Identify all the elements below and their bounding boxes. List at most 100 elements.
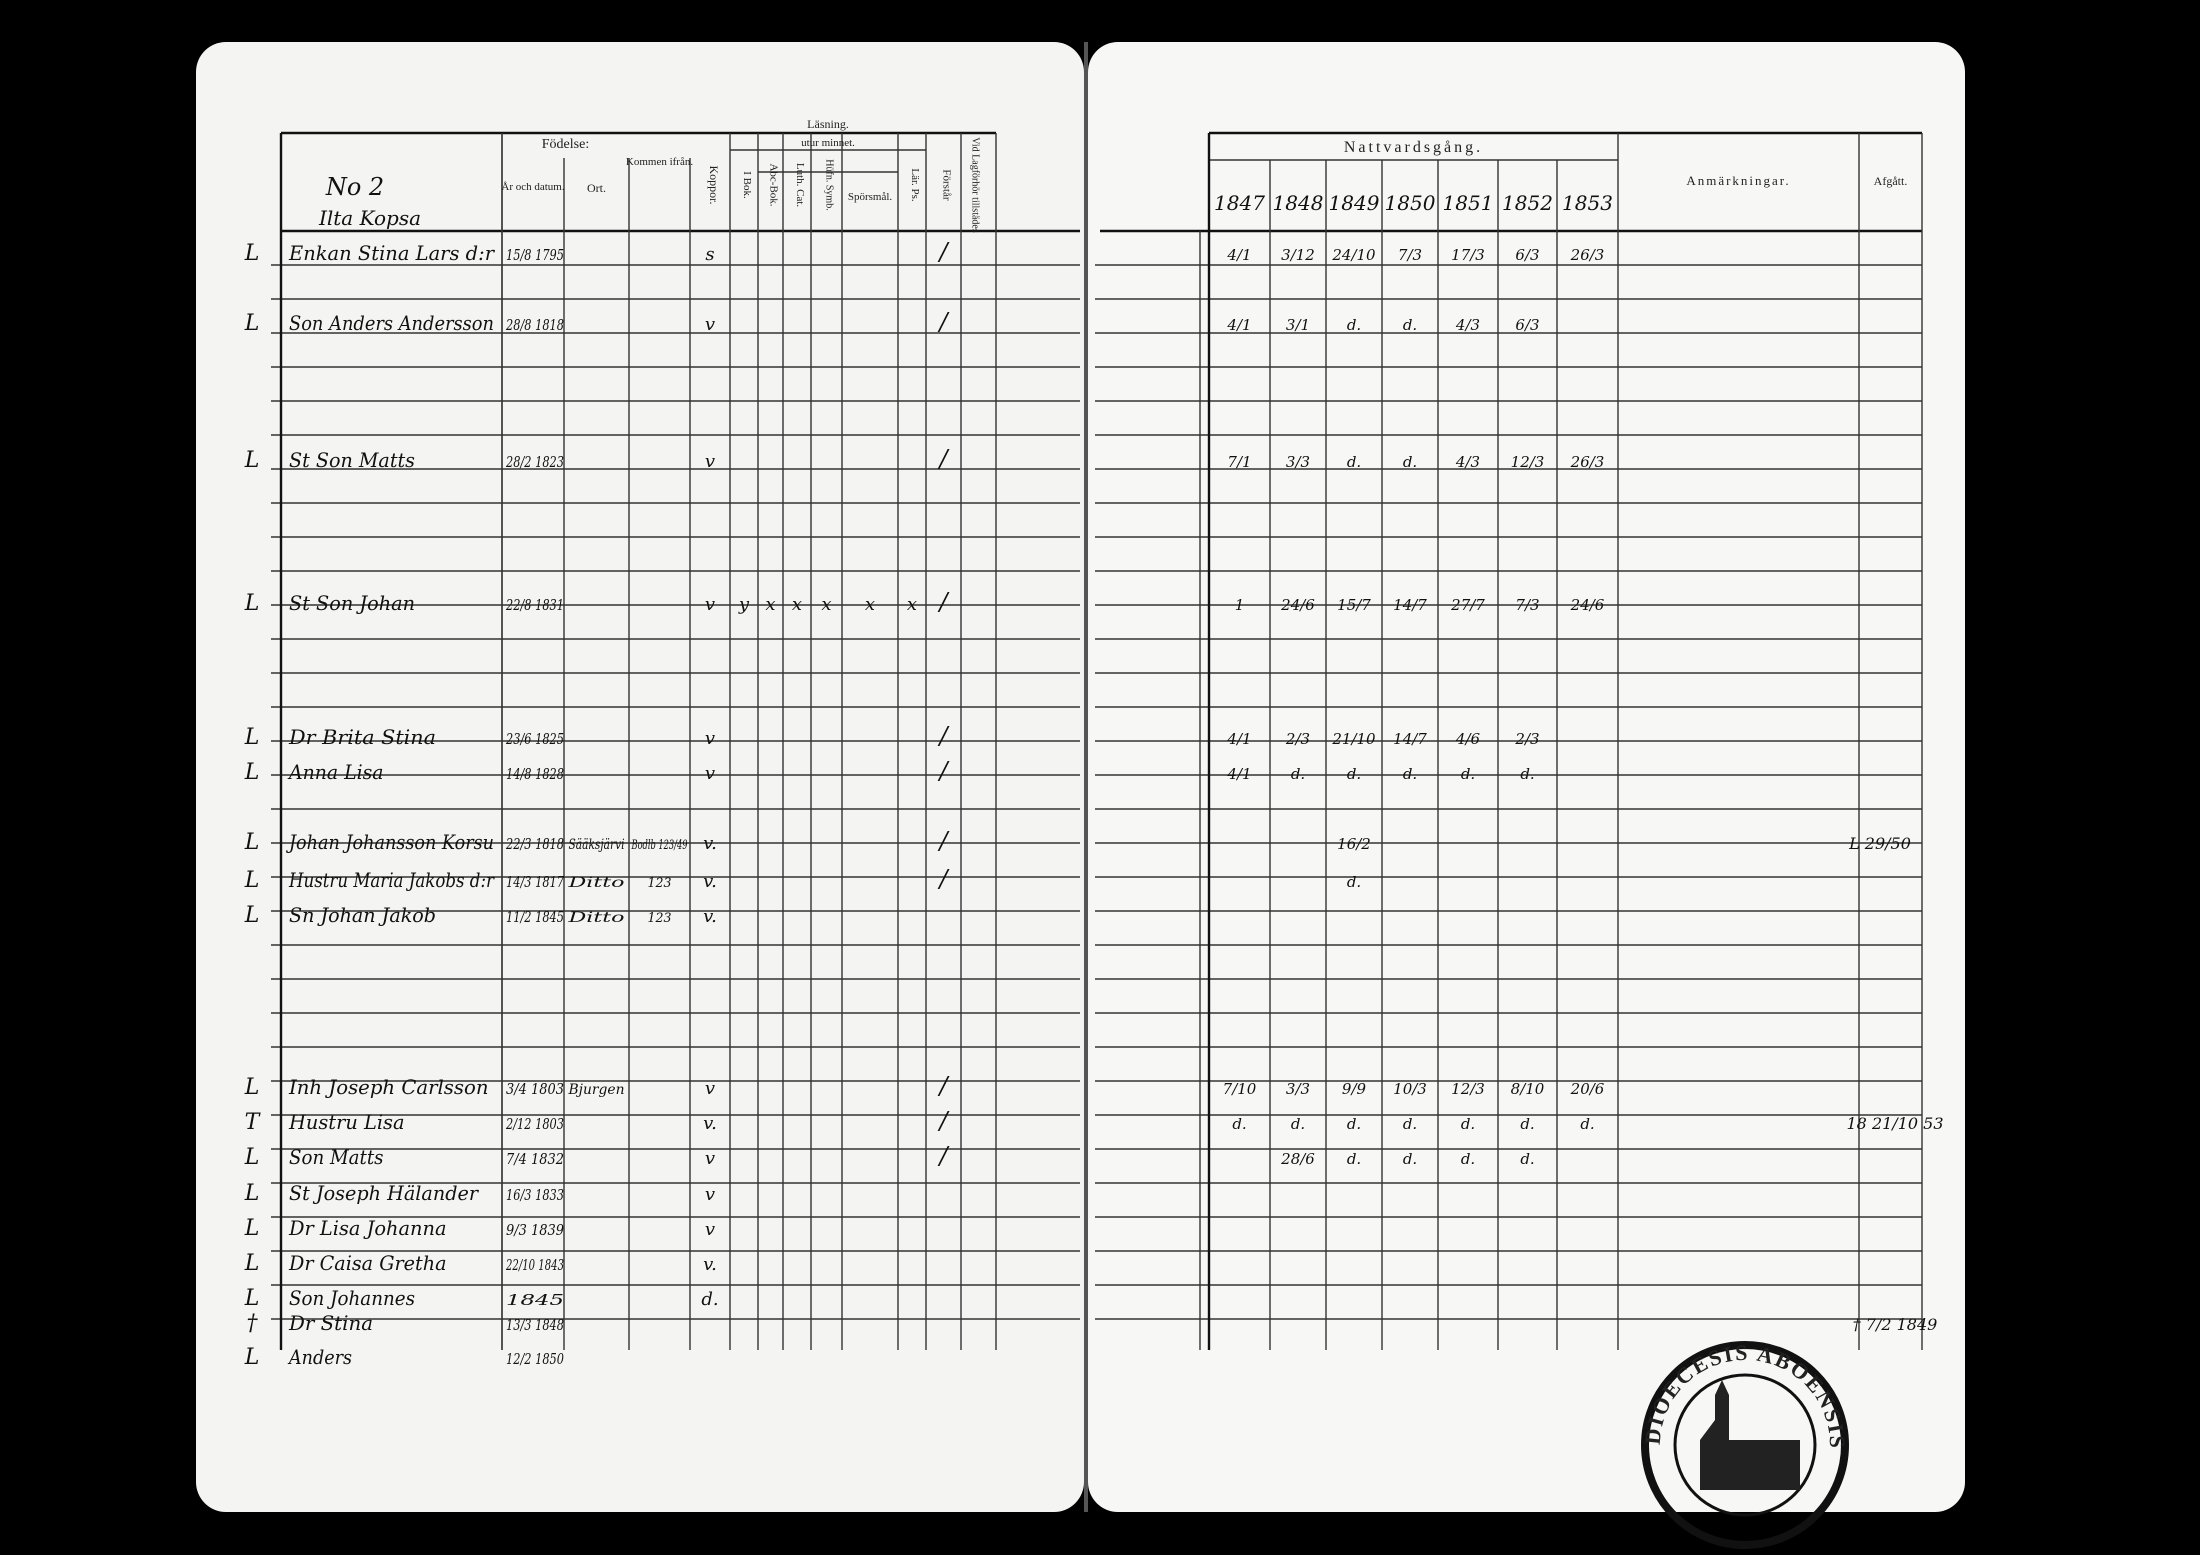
handwritten-entry: v bbox=[705, 451, 715, 472]
handwritten-entry: 3/1 bbox=[1286, 316, 1310, 334]
handwritten-entry: 22/3 1818 bbox=[505, 835, 564, 853]
handwritten-entry: Sääksjärvi bbox=[569, 837, 625, 853]
handwritten-entry: d. bbox=[1347, 765, 1361, 783]
handwritten-entry: Ditto bbox=[567, 875, 625, 891]
handwritten-entry: 2/3 bbox=[1514, 730, 1539, 748]
handwritten-entry: 3/12 bbox=[1281, 246, 1315, 264]
handwritten-entry: Ditto bbox=[567, 910, 625, 926]
handwritten-entry: † bbox=[247, 1311, 259, 1336]
handwritten-entry: L bbox=[244, 1286, 260, 1311]
handwritten-entry: / bbox=[937, 308, 950, 336]
handwritten-entry: Dr Lisa Johanna bbox=[288, 1216, 446, 1240]
printed-label: utur minnet. bbox=[801, 137, 855, 149]
handwritten-entry: 14/7 bbox=[1393, 730, 1427, 748]
handwritten-entry: 1852 bbox=[1502, 191, 1553, 215]
handwritten-entry: Bodlb 123/49 bbox=[631, 838, 688, 853]
handwritten-entry: d. bbox=[1403, 1115, 1417, 1133]
handwritten-entry: 4/1 bbox=[1226, 730, 1251, 748]
handwritten-entry: 4/1 bbox=[1226, 765, 1251, 783]
right-page bbox=[1088, 42, 1965, 1512]
handwritten-entry: Sn Johan Jakob bbox=[289, 903, 436, 927]
handwritten-entry: x bbox=[792, 594, 802, 615]
printed-label: Födelse: bbox=[542, 137, 589, 152]
handwritten-entry: 23/6 1825 bbox=[505, 730, 564, 748]
handwritten-entry: 4/1 bbox=[1226, 316, 1251, 334]
handwritten-entry: Enkan Stina Lars d:r bbox=[288, 241, 495, 265]
printed-label: Lär. Ps. bbox=[909, 168, 921, 202]
handwritten-entry: d. bbox=[1403, 1150, 1417, 1168]
handwritten-entry: 24/10 bbox=[1331, 246, 1376, 264]
handwritten-entry: 16/3 1833 bbox=[506, 1186, 564, 1204]
handwritten-entry: 13/3 1848 bbox=[506, 1316, 564, 1334]
handwritten-entry: L bbox=[244, 448, 260, 473]
handwritten-entry: 14/7 bbox=[1393, 596, 1427, 614]
handwritten-entry: d. bbox=[1403, 453, 1417, 471]
handwritten-entry: Ilta Kopsa bbox=[318, 206, 421, 230]
handwritten-entry: 26/3 bbox=[1570, 453, 1605, 471]
handwritten-entry: Son Johannes bbox=[289, 1286, 415, 1310]
handwritten-entry: 27/7 bbox=[1450, 596, 1485, 614]
handwritten-entry: 1850 bbox=[1385, 191, 1436, 215]
handwritten-entry: d. bbox=[1291, 1115, 1305, 1133]
left-page bbox=[196, 42, 1084, 1512]
handwritten-entry: d. bbox=[1347, 873, 1361, 891]
handwritten-entry: 28/2 1823 bbox=[505, 453, 564, 471]
handwritten-entry: 4/3 bbox=[1455, 453, 1480, 471]
handwritten-entry: 1848 bbox=[1273, 191, 1324, 215]
handwritten-entry: d. bbox=[1520, 1115, 1534, 1133]
handwritten-entry: d. bbox=[1347, 453, 1361, 471]
handwritten-entry: Johan Johansson Korsu bbox=[285, 830, 494, 854]
handwritten-entry: 14/8 1828 bbox=[506, 765, 564, 783]
handwritten-entry: 3/3 bbox=[1286, 1080, 1310, 1098]
printed-label: Läsning. bbox=[807, 117, 849, 131]
handwritten-entry: 21/10 bbox=[1331, 730, 1376, 748]
handwritten-entry: / bbox=[937, 827, 950, 855]
printed-label: Afgått. bbox=[1874, 174, 1908, 188]
handwritten-entry: 1849 bbox=[1329, 191, 1380, 215]
handwritten-entry: 12/3 bbox=[1511, 453, 1545, 471]
handwritten-entry: L 29/50 bbox=[1848, 834, 1911, 853]
handwritten-entry: x bbox=[865, 594, 875, 615]
handwritten-entry: 10/3 bbox=[1393, 1080, 1427, 1098]
handwritten-entry: L bbox=[244, 725, 260, 750]
handwritten-entry: 9/9 bbox=[1342, 1080, 1367, 1098]
handwritten-entry: 1845 bbox=[506, 1291, 564, 1309]
handwritten-entry: 14/3 1817 bbox=[506, 873, 564, 891]
printed-label: Luth. Cat. bbox=[794, 163, 806, 208]
handwritten-entry: 7/1 bbox=[1227, 453, 1251, 471]
handwritten-entry: St Son Johan bbox=[289, 591, 415, 615]
handwritten-entry: 1851 bbox=[1443, 191, 1494, 215]
stamp-ring bbox=[1641, 1341, 1849, 1549]
handwritten-entry: Son Anders Andersson bbox=[289, 311, 494, 335]
handwritten-entry: v. bbox=[703, 906, 717, 927]
handwritten-entry: Dr Caisa Gretha bbox=[288, 1251, 446, 1275]
handwritten-entry: d. bbox=[1403, 316, 1417, 334]
handwritten-entry: 4/3 bbox=[1455, 316, 1480, 334]
handwritten-entry: d. bbox=[1520, 765, 1534, 783]
handwritten-entry: / bbox=[937, 1107, 950, 1135]
printed-label: Ort. bbox=[587, 181, 606, 195]
handwritten-entry: 3/4 1803 bbox=[506, 1080, 564, 1098]
handwritten-entry: 17/3 bbox=[1451, 246, 1485, 264]
handwritten-entry: 7/4 1832 bbox=[506, 1150, 564, 1168]
handwritten-entry: 20/6 bbox=[1570, 1080, 1605, 1098]
handwritten-entry: 7/3 bbox=[1515, 596, 1539, 614]
printed-label: Nattvardsgång. bbox=[1344, 139, 1483, 156]
handwritten-entry: 12/3 bbox=[1451, 1080, 1485, 1098]
handwritten-entry: d. bbox=[701, 1289, 718, 1310]
handwritten-entry: St Son Matts bbox=[289, 448, 415, 472]
handwritten-entry: Hustru Lisa bbox=[288, 1110, 404, 1134]
handwritten-entry: d. bbox=[1461, 1115, 1475, 1133]
handwritten-entry: Bjurgen bbox=[568, 1082, 625, 1098]
handwritten-entry: v. bbox=[703, 833, 717, 854]
handwritten-entry: d. bbox=[1347, 316, 1361, 334]
handwritten-entry: L bbox=[244, 1251, 260, 1276]
handwritten-entry: 22/10 1843 bbox=[505, 1256, 564, 1274]
handwritten-entry: / bbox=[937, 445, 950, 473]
handwritten-entry: 15/7 bbox=[1337, 596, 1371, 614]
handwritten-entry: Hustru Maria Jakobs d:r bbox=[288, 868, 495, 892]
handwritten-entry: 6/3 bbox=[1515, 316, 1539, 334]
handwritten-entry: x bbox=[907, 594, 917, 615]
handwritten-entry: 28/8 1818 bbox=[505, 316, 564, 334]
